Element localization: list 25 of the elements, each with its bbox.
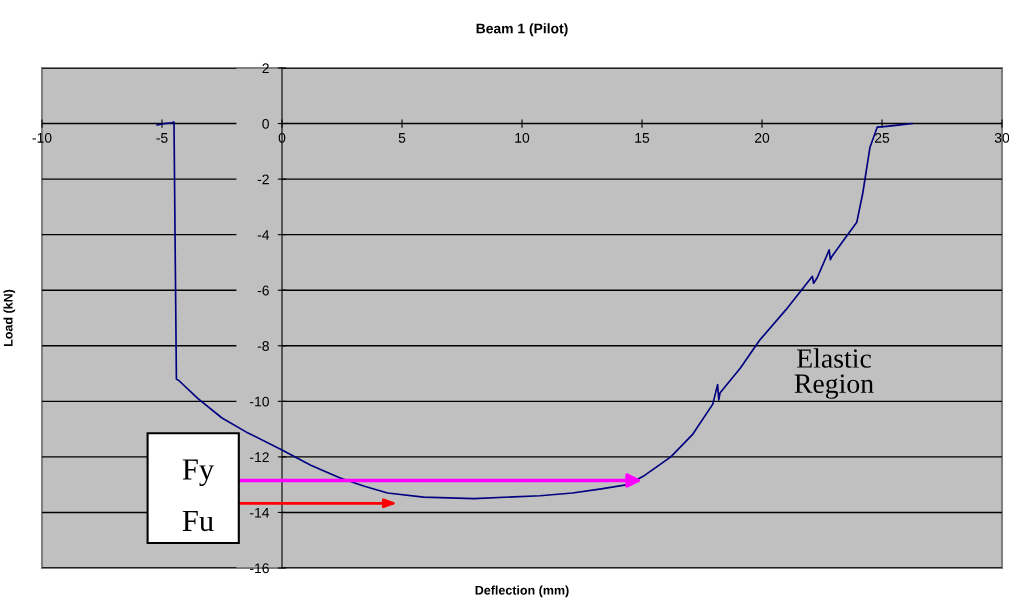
x-tick-label: 10 <box>515 132 530 143</box>
annotation: Fy <box>182 459 215 487</box>
x-tick-label: 5 <box>398 133 406 143</box>
y-tick-label: 2 <box>262 63 269 74</box>
y-tick-label: -12 <box>250 452 269 462</box>
y-tick-label: -6 <box>257 285 269 296</box>
annotation: Fu <box>182 510 214 532</box>
y-tick-label: -4 <box>257 230 270 240</box>
y-axis-title: Load (kN) <box>3 289 16 346</box>
y-tick-label: -8 <box>257 341 269 351</box>
y-tick-label: -14 <box>250 507 270 518</box>
y-tick-label: -2 <box>257 174 269 185</box>
x-tick-label: 15 <box>635 133 650 143</box>
annotation: Elastic Region <box>794 348 874 399</box>
x-tick-label: 20 <box>754 132 770 143</box>
y-tick-label: -16 <box>250 563 269 574</box>
x-tick-label: -10 <box>32 132 52 143</box>
line-series <box>156 121 913 500</box>
y-tick-label: 0 <box>262 118 269 129</box>
y-tick-label: -10 <box>250 396 269 407</box>
x-axis-title: Deflection (mm) <box>475 585 569 598</box>
chart-title: Beam 1 (Pilot) <box>476 23 568 37</box>
x-tick-label: -5 <box>156 133 168 143</box>
x-tick-label: 30 <box>994 132 1009 143</box>
x-tick-label: 25 <box>874 132 890 143</box>
